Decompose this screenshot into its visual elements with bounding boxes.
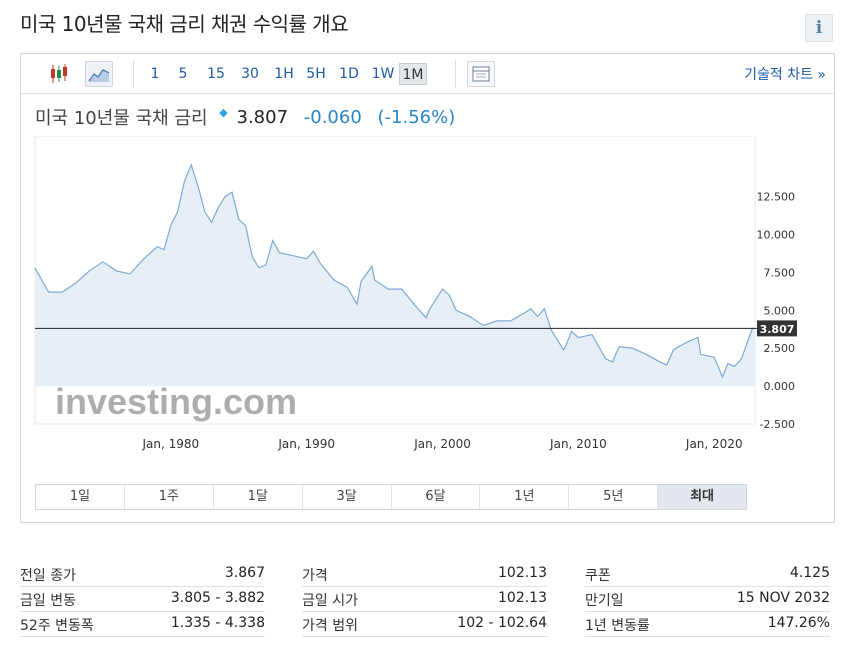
period-button-4[interactable]: 6달: [391, 485, 481, 509]
period-button-0[interactable]: 1일: [36, 485, 125, 509]
period-button-5[interactable]: 1년: [480, 485, 570, 509]
last-price: 3.807: [236, 106, 289, 128]
y-tick-label: -2.500: [760, 418, 795, 431]
series-line: [34, 163, 755, 379]
stats-column-1: 전일 종가 3.867 금일 변동 3.805 - 3.882 52주 변동폭 1.335…: [20, 562, 265, 637]
period-button-2[interactable]: 1달: [213, 485, 303, 509]
stat-value: 3.805 - 3.882: [170, 590, 265, 606]
price-change: -0.060: [303, 106, 362, 128]
y-tick-label: 5.000: [764, 304, 796, 317]
stat-label: 전일 종가: [20, 568, 76, 584]
stat-label: 가격: [302, 568, 328, 584]
stat-value: 3.867: [224, 565, 265, 581]
stat-value: 102.13: [498, 565, 547, 581]
page-title: 미국 10년물 국채 금리 채권 수익률 개요: [20, 12, 349, 36]
stat-value: 4.125: [789, 565, 830, 581]
toolbar-divider: [455, 60, 456, 88]
stat-label: 쿠폰: [585, 568, 611, 584]
period-button-1[interactable]: 1주: [124, 485, 214, 509]
stat-row: 금일 시가 102.13: [302, 587, 547, 612]
stat-value: 15 NOV 2032: [736, 590, 830, 606]
stat-value: 147.26%: [767, 615, 830, 631]
technical-chart-link[interactable]: 기술적 차트 »: [744, 67, 826, 83]
y-tick-label: 7.500: [764, 266, 796, 279]
series-area: [35, 164, 755, 387]
interval-button-1[interactable]: 1: [150, 66, 160, 82]
y-tick-label: 10.000: [757, 229, 796, 242]
interval-button-1m[interactable]: 1M: [399, 63, 427, 85]
stat-label: 가격 범위: [302, 618, 358, 634]
stat-value: 102 - 102.64: [457, 615, 547, 631]
stat-row: 1년 변동률 147.26%: [585, 612, 830, 637]
interval-button-1d[interactable]: 1D: [339, 66, 359, 82]
price-change-percent: (-1.56%): [377, 106, 456, 128]
stats-column-2: 가격 102.13 금일 시가 102.13 가격 범위 102 - 102.64: [302, 562, 547, 637]
toolbar-divider: [133, 60, 134, 88]
x-tick-label: Jan, 2000: [413, 437, 471, 451]
diamond-icon: ◆: [219, 105, 228, 119]
area-chart-icon[interactable]: [85, 61, 113, 87]
period-button-6[interactable]: 5년: [569, 485, 659, 509]
watermark-logo: investing.com: [55, 381, 297, 422]
x-tick-label: Jan, 1990: [277, 437, 335, 451]
y-tick-label: 2.500: [764, 342, 796, 355]
stat-value: 1.335 - 4.338: [170, 615, 265, 631]
price-chart[interactable]: investing.com 3.807 12.500 10.000 7.500 5.000…: [21, 136, 834, 481]
interval-button-5h[interactable]: 5H: [306, 66, 326, 82]
info-icon: i: [815, 18, 823, 38]
stat-row: 금일 변동 3.805 - 3.882: [20, 587, 265, 612]
period-selector: 1일 1주 1달 3달 6달 1년 5년 최대: [35, 484, 747, 510]
stat-row: 가격 102.13: [302, 562, 547, 587]
y-tick-label: 12.500: [757, 191, 796, 204]
stat-label: 52주 변동폭: [20, 618, 94, 634]
interval-button-5[interactable]: 5: [178, 66, 188, 82]
instrument-name: 미국 10년물 국채 금리: [35, 108, 208, 129]
period-button-3[interactable]: 3달: [302, 485, 392, 509]
quote-line: 미국 10년물 국채 금리 ◆ 3.807 -0.060 (-1.56%): [35, 104, 456, 130]
data-table-icon[interactable]: [467, 61, 495, 87]
stats-column-3: 쿠폰 4.125 만기일 15 NOV 2032 1년 변동률 147.26%: [585, 562, 830, 637]
stat-label: 1년 변동률: [585, 618, 650, 634]
stat-label: 금일 시가: [302, 593, 358, 609]
stat-value: 102.13: [498, 590, 547, 606]
stat-label: 금일 변동: [20, 593, 76, 609]
stat-row: 쿠폰 4.125: [585, 562, 830, 587]
period-button-7[interactable]: 최대: [658, 485, 746, 509]
chart-toolbar: 1 5 15 30 1H 5H 1D 1W 1M 기술적 차트 »: [21, 54, 834, 94]
current-value-badge: [757, 320, 797, 337]
x-tick-label: Jan, 2010: [549, 437, 607, 451]
chart-widget: 1 5 15 30 1H 5H 1D 1W 1M 기술적 차트 » 미국 10년물 국채 금리 …: [20, 53, 835, 523]
current-value-label: 3.807: [760, 323, 795, 336]
interval-button-30[interactable]: 30: [241, 66, 259, 82]
stat-row: 52주 변동폭 1.335 - 4.338: [20, 612, 265, 637]
stat-row: 전일 종가 3.867: [20, 562, 265, 587]
info-button[interactable]: i: [805, 14, 833, 42]
stat-row: 만기일 15 NOV 2032: [585, 587, 830, 612]
x-tick-label: Jan, 1980: [142, 437, 200, 451]
interval-button-1w[interactable]: 1W: [371, 66, 395, 82]
interval-button-1h[interactable]: 1H: [274, 66, 294, 82]
x-tick-label: Jan, 2020: [685, 437, 743, 451]
y-tick-label: 0.000: [764, 380, 796, 393]
interval-button-15[interactable]: 15: [207, 66, 225, 82]
candlestick-chart-icon[interactable]: [45, 61, 73, 87]
stat-label: 만기일: [585, 593, 624, 609]
stat-row: 가격 범위 102 - 102.64: [302, 612, 547, 637]
